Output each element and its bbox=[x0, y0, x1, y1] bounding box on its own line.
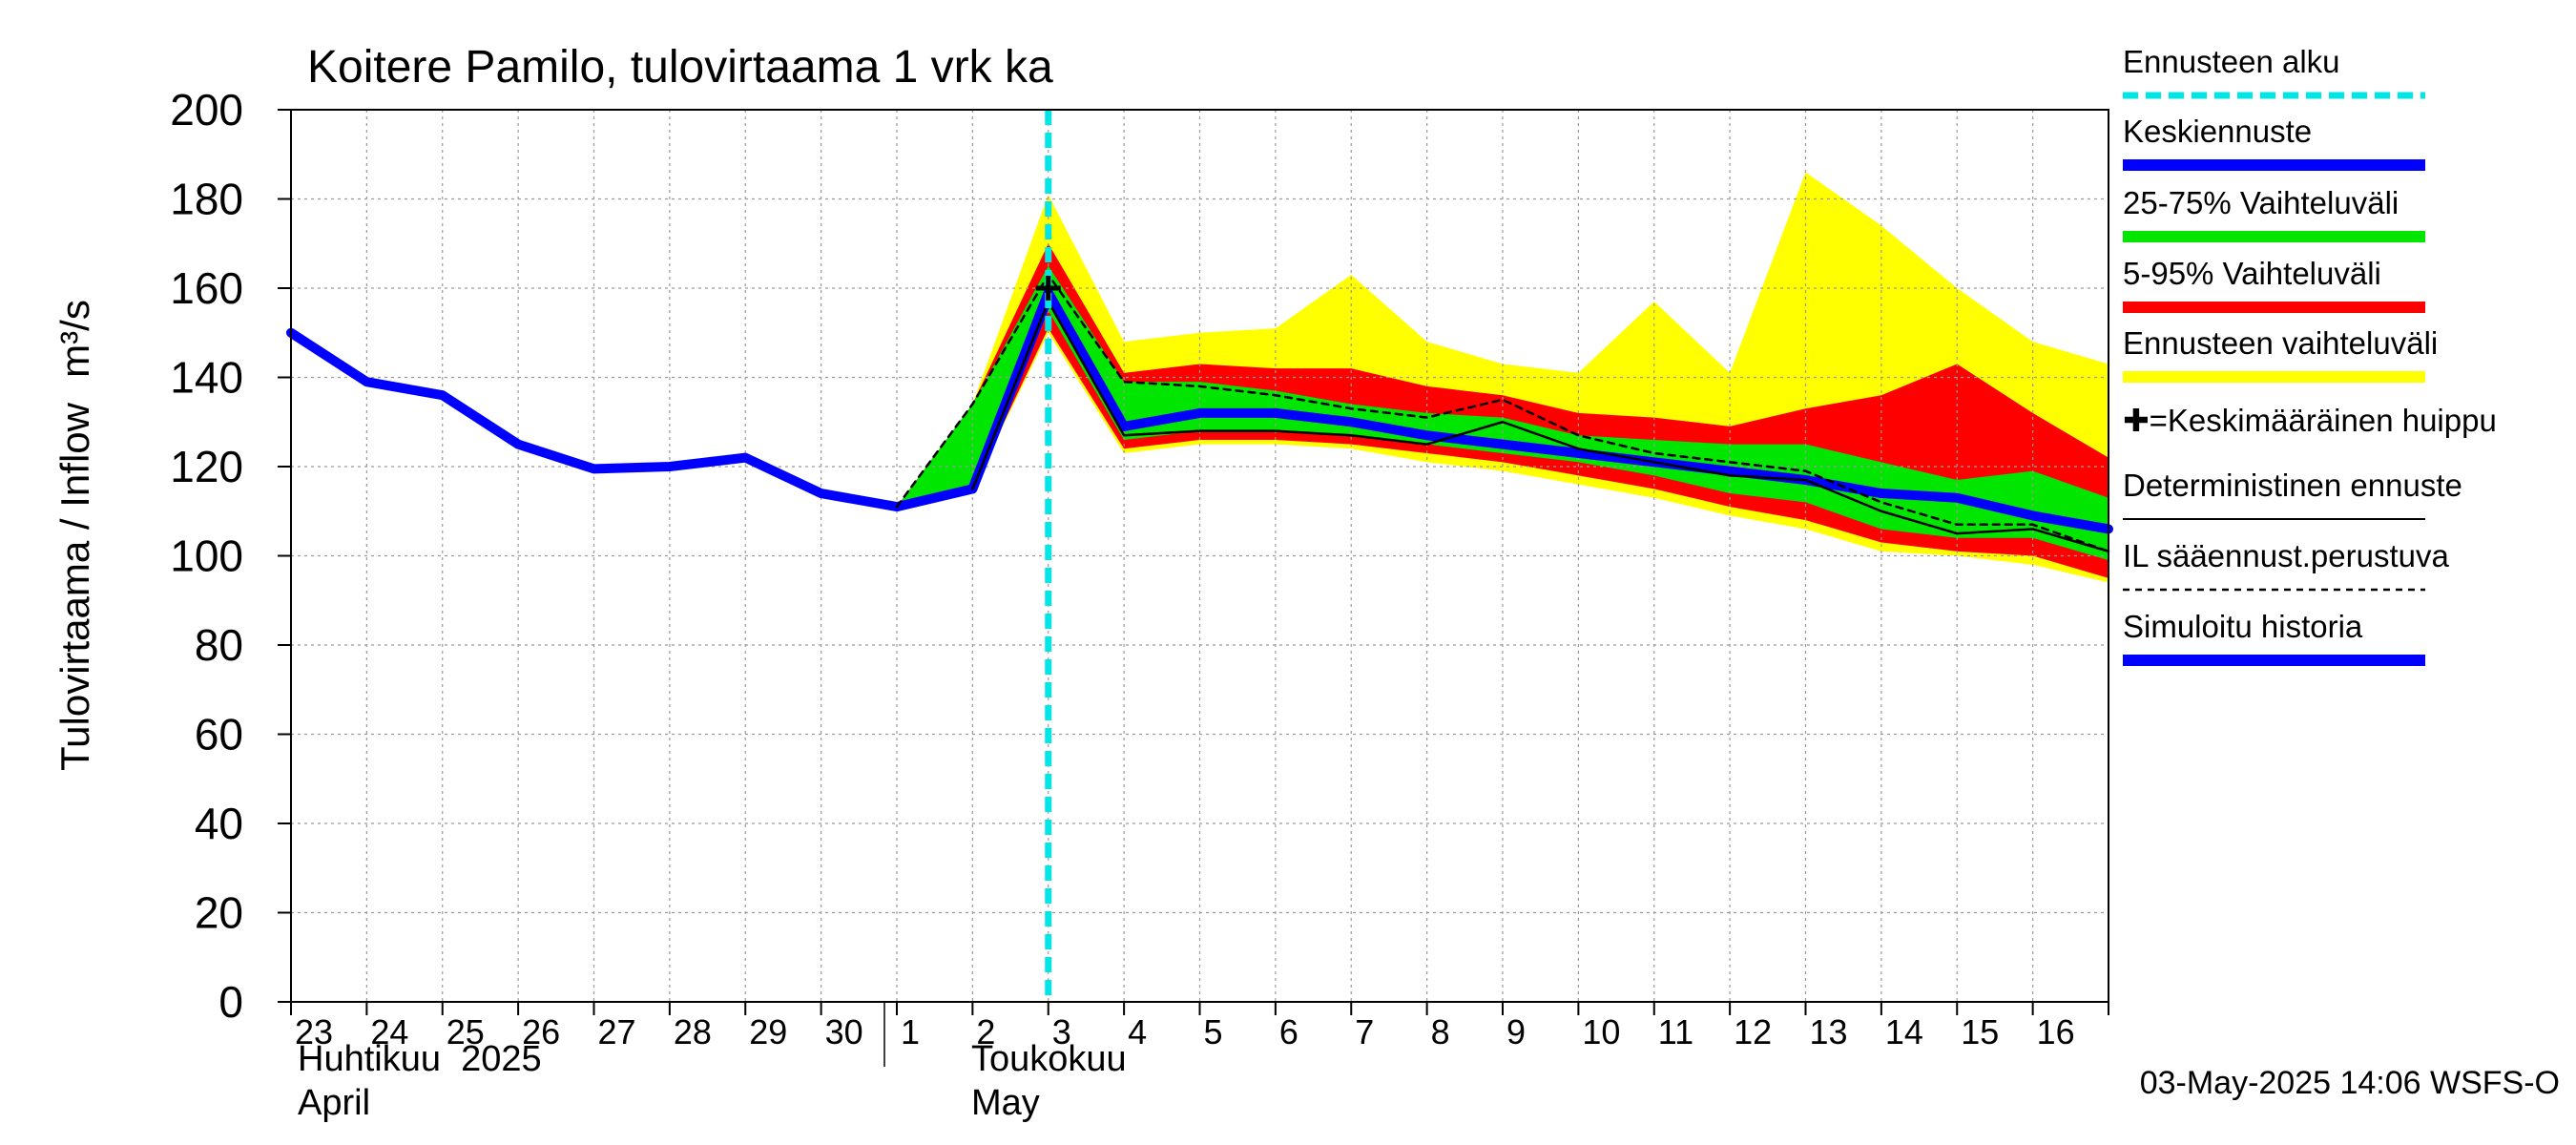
y-tick-label: 20 bbox=[195, 888, 243, 938]
y-tick-label: 200 bbox=[170, 85, 243, 135]
x-tick-label: 26 bbox=[522, 1012, 560, 1051]
y-tick-label: 120 bbox=[170, 442, 243, 491]
x-tick-label: 12 bbox=[1734, 1012, 1772, 1051]
legend-item-3-label: 5-95% Vaihteluväli bbox=[2123, 256, 2381, 291]
chart-title: Koitere Pamilo, tulovirtaama 1 vrk ka bbox=[307, 42, 1053, 93]
y-tick-label: 60 bbox=[195, 710, 243, 760]
grid-lines bbox=[291, 110, 2109, 1002]
legend-item-2-label: 25-75% Vaihteluväli bbox=[2123, 185, 2399, 220]
x-tick-label: 16 bbox=[2037, 1012, 2075, 1051]
y-tick-label: 140 bbox=[170, 353, 243, 403]
x-tick-label: 28 bbox=[674, 1012, 712, 1051]
x-tick-label: 11 bbox=[1658, 1012, 1693, 1051]
x-tick-label: 5 bbox=[1204, 1012, 1223, 1051]
mean-forecast-line bbox=[967, 287, 2113, 534]
y-axis-label: Tulovirtaama / Inflow bbox=[52, 402, 97, 771]
legend-label-mean-peak: ✚=Keskimääräinen huippu bbox=[2123, 403, 2497, 438]
y-tick-label: 160 bbox=[170, 263, 243, 313]
month-label-may-fi: Toukokuu bbox=[971, 1039, 1127, 1079]
x-tick-label: 3 bbox=[1052, 1012, 1071, 1051]
x-tick-label: 23 bbox=[295, 1012, 333, 1051]
x-tick-label: 13 bbox=[1810, 1012, 1848, 1051]
x-tick-label: 27 bbox=[598, 1012, 636, 1051]
y-axis-unit: m³/s bbox=[52, 300, 97, 378]
x-tick-label: 25 bbox=[447, 1012, 485, 1051]
series-lines bbox=[286, 110, 2113, 1002]
legend-item-4-label: Ennusteen vaihteluväli bbox=[2123, 325, 2438, 361]
y-tick-label: 100 bbox=[170, 531, 243, 581]
band-25-75 bbox=[897, 265, 2109, 561]
y-tick-label: 80 bbox=[195, 620, 243, 670]
x-tick-label: 10 bbox=[1582, 1012, 1620, 1051]
y-tick-label: 40 bbox=[195, 799, 243, 848]
x-tick-label: 7 bbox=[1355, 1012, 1374, 1051]
month-label-april-en: April bbox=[298, 1083, 370, 1123]
legend-item-8-label: Simuloitu historia bbox=[2123, 609, 2363, 644]
x-tick-label: 6 bbox=[1279, 1012, 1298, 1051]
history-line bbox=[286, 292, 1053, 512]
month-label-may-en: May bbox=[971, 1083, 1040, 1123]
x-tick-label: 24 bbox=[370, 1012, 408, 1051]
x-tick-label: 4 bbox=[1128, 1012, 1147, 1051]
deterministic-line bbox=[971, 300, 2110, 553]
x-tick-label: 30 bbox=[825, 1012, 863, 1051]
x-tick-label: 2 bbox=[976, 1012, 995, 1051]
x-tick-label: 29 bbox=[749, 1012, 787, 1051]
x-tick-label: 14 bbox=[1885, 1012, 1923, 1051]
y-tick-label: 0 bbox=[218, 977, 243, 1027]
weather-based-line bbox=[895, 273, 2110, 553]
x-tick-label: 1 bbox=[901, 1012, 920, 1051]
x-tick-label: 9 bbox=[1506, 1012, 1526, 1051]
y-tick-label: 180 bbox=[170, 175, 243, 224]
legend-item-7-label: IL sääennust.perustuva bbox=[2123, 538, 2449, 573]
mean-peak-marker bbox=[1035, 276, 1061, 301]
month-label-april-fi: Huhtikuu 2025 bbox=[298, 1039, 542, 1079]
legend: Ennusteen alku Keskiennuste 25-75% Vaihtel… bbox=[2123, 44, 2497, 666]
legend-item-6-label: Deterministinen ennuste bbox=[2123, 468, 2462, 503]
legend-item-0-label: Ennusteen alku bbox=[2123, 44, 2340, 79]
legend-item-1-label: Keskiennuste bbox=[2123, 114, 2312, 149]
x-tick-label: 8 bbox=[1431, 1012, 1450, 1051]
x-tick-label: 15 bbox=[1961, 1012, 1999, 1051]
footer-timestamp: 03-May-2025 14:06 WSFS-O bbox=[2140, 1065, 2560, 1101]
